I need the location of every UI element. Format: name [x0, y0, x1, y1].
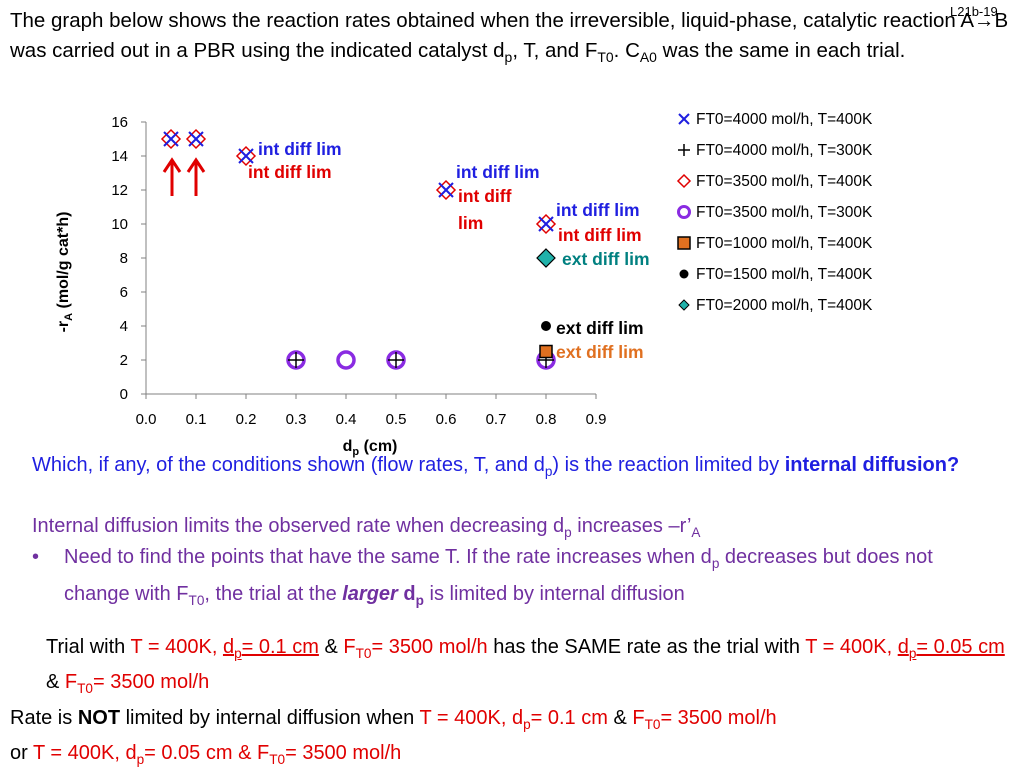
legend-marker-diamond-open-icon [676, 173, 692, 189]
up-arrow-icon [162, 157, 182, 196]
scatter-chart: 0.0 0.1 0.2 0.3 0.4 0.5 0.6 0.7 0.8 0.9 0 2 4 6 8 10 12 1… [55, 114, 650, 458]
y-tick-label: 8 [120, 250, 128, 267]
slide-number: L21b-19 [950, 4, 998, 19]
data-point-diamond-open [185, 128, 207, 150]
legend-marker-circle-open-icon [677, 205, 691, 219]
x-tick-label: 0.6 [436, 411, 457, 428]
y-tick-label: 14 [111, 148, 128, 165]
x-tick-label: 0.9 [586, 411, 607, 428]
y-tick-label: 12 [111, 182, 128, 199]
x-tick-label: 0.1 [186, 411, 207, 428]
explanation-text: Internal diffusion limits the observed r… [32, 515, 701, 540]
data-point-plus [388, 352, 404, 368]
data-point-diamond-open [160, 128, 182, 150]
x-tick-label: 0.4 [336, 411, 357, 428]
data-point-plus [288, 352, 304, 368]
trial-comparison: Trial with T = 400K, dp= 0.1 cm & FT0= 3… [46, 636, 1005, 696]
data-point-circle [541, 321, 551, 331]
x-tick-label: 0.7 [486, 411, 507, 428]
data-point-x [163, 131, 179, 147]
annotation-ext-diff-lim-teal: ext diff lim [562, 249, 650, 269]
x-tick-label: 0.3 [286, 411, 307, 428]
data-point-x [188, 131, 204, 147]
data-point-circle-open [336, 350, 356, 370]
annotation-int-diff-lim-blue-2: int diff lim [456, 162, 540, 182]
legend-marker-square-icon [677, 236, 691, 250]
annotation-lim-red-2: lim [458, 213, 483, 233]
data-point-diamond-open [535, 213, 557, 235]
bullet-text: Need to find the points that have the sa… [64, 546, 933, 608]
data-point-x [238, 148, 254, 164]
y-tick-label: 2 [120, 352, 128, 369]
intro-text: The graph below shows the reaction rates… [10, 9, 1009, 66]
annotation-int-diff-red-2: int diff [458, 186, 512, 206]
x-tick-label: 0.2 [236, 411, 257, 428]
y-tick-label: 0 [120, 386, 128, 403]
y-tick-label: 6 [120, 284, 128, 301]
x-tick-label: 0.8 [536, 411, 557, 428]
bullet-dot: • [32, 546, 40, 568]
question-text: Which, if any, of the conditions shown (… [32, 454, 960, 479]
data-point-diamond [536, 248, 556, 268]
y-tick-label: 10 [111, 216, 128, 233]
y-tick-label: 16 [111, 114, 128, 131]
data-point-square [539, 344, 553, 359]
legend-marker-diamond-icon [678, 299, 690, 311]
annotation-ext-diff-lim-orange: ext diff lim [556, 342, 644, 362]
legend-marker-circle-icon [679, 269, 689, 279]
conclusion-text: Rate is NOT limited by internal diffusio… [10, 707, 777, 767]
annotation-int-diff-lim-blue-1: int diff lim [258, 139, 342, 159]
annotation-ext-diff-lim-black: ext diff lim [556, 318, 644, 338]
x-axis-label: dp (cm) [343, 438, 398, 458]
legend-marker-plus-icon [678, 144, 690, 156]
data-point-x [438, 182, 454, 198]
x-tick-label: 0.5 [386, 411, 407, 428]
y-tick-label: 4 [120, 318, 128, 335]
annotation-int-diff-lim-blue-3: int diff lim [556, 200, 640, 220]
up-arrow-icon [186, 157, 206, 196]
data-point-diamond-open [235, 145, 257, 167]
annotation-int-diff-lim-red-1: int diff lim [248, 162, 332, 182]
x-tick-label: 0.0 [136, 411, 157, 428]
y-axis-label: -rA (mol/g cat*h) [55, 212, 75, 333]
data-point-x [538, 216, 554, 232]
legend-marker-x-icon [678, 113, 690, 125]
annotation-int-diff-lim-red-3: int diff lim [558, 225, 642, 245]
arrow-annotations [162, 157, 206, 196]
data-point-diamond-open [435, 179, 457, 201]
